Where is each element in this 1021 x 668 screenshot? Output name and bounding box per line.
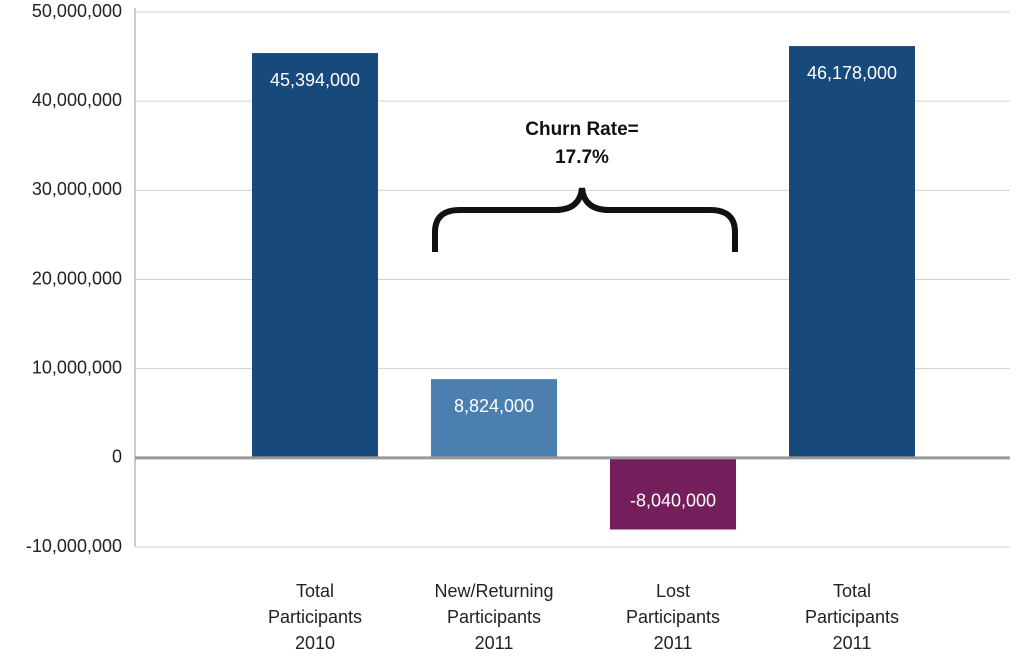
y-tick-label: 30,000,000 [32, 179, 122, 199]
value-label: 46,178,000 [807, 63, 897, 83]
x-tick-label: Total Participants 2011 [804, 581, 900, 653]
y-tick-label: 40,000,000 [32, 90, 122, 110]
y-tick-label: 10,000,000 [32, 357, 122, 377]
x-tick-label: New/Returning Participants 2011 [434, 581, 554, 653]
bar [431, 379, 557, 458]
value-label: 8,824,000 [454, 396, 534, 416]
x-tick-label: Total Participants 2010 [267, 581, 363, 653]
y-tick-label: 0 [112, 447, 122, 467]
y-tick-label: -10,000,000 [26, 536, 122, 556]
annotation: Churn Rate= 17.7% [525, 119, 639, 168]
bar [610, 457, 736, 530]
y-tick-label: 50,000,000 [32, 1, 122, 21]
brace [432, 187, 738, 252]
y-tick-label: 20,000,000 [32, 268, 122, 288]
value-label: 45,394,000 [270, 70, 360, 90]
value-label: -8,040,000 [630, 490, 716, 510]
bar [789, 46, 915, 458]
x-tick-label: Lost Participants 2011 [625, 581, 721, 653]
bar [252, 53, 378, 458]
